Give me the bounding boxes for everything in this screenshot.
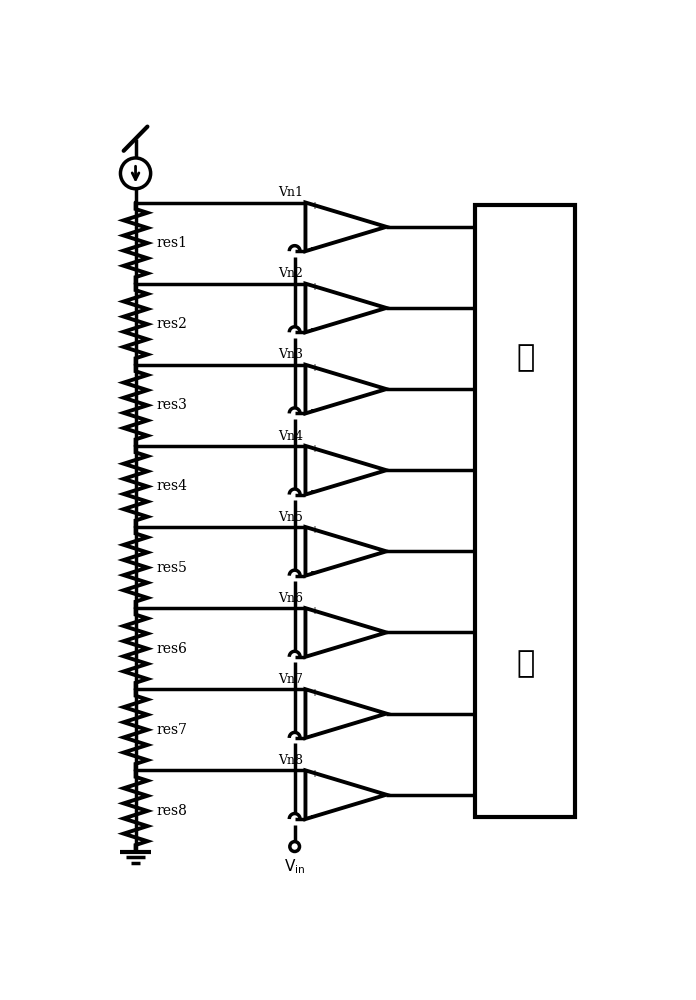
Text: +: + xyxy=(310,363,318,373)
Text: −: − xyxy=(310,567,319,577)
Text: Vn7: Vn7 xyxy=(278,673,303,686)
Text: −: − xyxy=(310,649,319,659)
Text: 码: 码 xyxy=(516,649,535,678)
Text: res8: res8 xyxy=(156,804,187,818)
Text: +: + xyxy=(310,444,318,454)
Text: +: + xyxy=(310,282,318,292)
Text: +: + xyxy=(310,769,318,779)
Text: +: + xyxy=(310,688,318,698)
Text: 编: 编 xyxy=(516,343,535,372)
Text: res6: res6 xyxy=(156,642,187,656)
Text: Vn5: Vn5 xyxy=(278,511,303,524)
Text: −: − xyxy=(310,243,319,253)
Text: Vn8: Vn8 xyxy=(278,754,303,767)
Text: +: + xyxy=(310,606,318,616)
Text: Vn4: Vn4 xyxy=(278,430,303,443)
Text: −: − xyxy=(310,405,319,415)
Text: res7: res7 xyxy=(156,723,187,737)
Text: $\mathrm{V_{in}}$: $\mathrm{V_{in}}$ xyxy=(284,858,306,876)
Text: Vn3: Vn3 xyxy=(278,348,303,361)
Text: −: − xyxy=(310,486,319,496)
Text: res3: res3 xyxy=(156,398,187,412)
Text: −: − xyxy=(310,730,319,740)
Text: −: − xyxy=(310,811,319,821)
Text: res4: res4 xyxy=(156,479,187,493)
Text: Vn2: Vn2 xyxy=(278,267,303,280)
Text: +: + xyxy=(310,525,318,535)
Text: res5: res5 xyxy=(156,561,187,575)
Text: Vn6: Vn6 xyxy=(278,592,303,605)
Text: res1: res1 xyxy=(156,236,187,250)
Text: Vn1: Vn1 xyxy=(278,186,303,199)
Text: +: + xyxy=(310,201,318,211)
Text: −: − xyxy=(310,324,319,334)
Text: res2: res2 xyxy=(156,317,187,331)
